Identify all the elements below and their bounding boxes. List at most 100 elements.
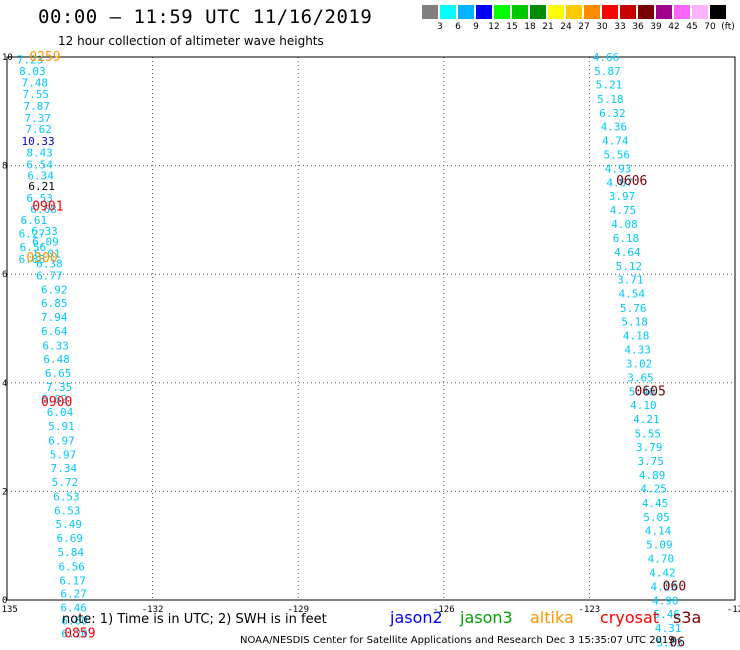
color-scale-label: 45 xyxy=(686,22,698,32)
wave-height-value: 6.04 xyxy=(47,406,74,419)
x-tick-label: -132 xyxy=(142,605,164,615)
wave-height-value: 3.02 xyxy=(626,357,653,370)
wave-height-value: 3.75 xyxy=(637,455,664,468)
wave-height-value: 6.01 xyxy=(34,248,61,261)
wave-height-value: 4.64 xyxy=(614,246,641,259)
wave-height-value: 7.55 xyxy=(23,88,50,101)
wave-height-value: 4.31 xyxy=(655,622,682,635)
color-swatch xyxy=(566,5,582,19)
wave-height-value: 5.91 xyxy=(48,420,75,433)
wave-height-value: 4.23 xyxy=(651,580,678,593)
wave-height-value: 5.72 xyxy=(52,476,79,489)
wave-height-value: 5.55 xyxy=(635,427,662,440)
wave-height-value: 5.21 xyxy=(596,79,623,92)
wave-height-value: 8.43 xyxy=(26,147,53,160)
wave-height-value: 6.48 xyxy=(43,353,70,366)
pass-time-label: 06 xyxy=(669,635,685,650)
color-swatch xyxy=(620,5,636,19)
wave-height-value: 5.56 xyxy=(603,149,630,162)
wave-height-value: 5.84 xyxy=(57,546,84,559)
wave-height-value: 5.09 xyxy=(646,539,673,552)
page-subtitle: 12 hour collection of altimeter wave hei… xyxy=(58,34,324,48)
wave-height-value: 6.56 xyxy=(58,560,84,573)
wave-height-value: 4.10 xyxy=(630,399,657,412)
wave-height-value: 6.27 xyxy=(19,227,46,240)
wave-height-value: 5.97 xyxy=(50,448,77,461)
wave-height-value: 6.97 xyxy=(48,434,75,447)
wave-height-value: 6.32 xyxy=(599,107,626,120)
color-scale-label: 6 xyxy=(455,22,461,32)
wave-height-value: 6.33 xyxy=(31,225,58,238)
wave-height-value: 7.94 xyxy=(41,311,68,324)
wave-height-value: 4.74 xyxy=(602,135,629,148)
y-tick-label: 8 xyxy=(2,162,7,172)
wave-height-value: 4.14 xyxy=(645,524,672,537)
pass-time-label: 0900 xyxy=(41,395,72,410)
pass-time-label: 060 xyxy=(663,579,686,594)
pass-time-label: 0259 xyxy=(29,50,60,65)
wave-height-value: 6.92 xyxy=(41,283,67,296)
y-tick-label: 0 xyxy=(2,596,7,606)
y-tick-label: 6 xyxy=(2,270,7,280)
wave-height-value: 6.18 xyxy=(613,232,640,245)
wave-height-value: 3.97 xyxy=(609,190,636,203)
y-tick-label: 2 xyxy=(2,487,7,497)
pass-time-label: 0859 xyxy=(64,627,95,642)
wave-height-value: 10.33 xyxy=(22,135,55,148)
color-scale-label: 21 xyxy=(542,22,554,32)
wave-height-value: 4.75 xyxy=(610,204,637,217)
wave-height-value: 5.12 xyxy=(616,260,643,273)
pass-time-label: 0606 xyxy=(616,174,647,189)
color-scale-label: 24 xyxy=(560,22,572,32)
color-swatch xyxy=(494,5,510,19)
wave-height-value: 5.46 xyxy=(629,385,656,398)
wave-height-value: 3.71 xyxy=(617,274,644,287)
color-swatch xyxy=(710,5,726,19)
color-swatch xyxy=(692,5,708,19)
color-swatch xyxy=(458,5,474,19)
color-scale-label: 70 xyxy=(704,22,716,32)
wave-height-value: 4.18 xyxy=(623,330,650,343)
color-scale-label: 3 xyxy=(437,22,443,32)
wave-height-value: 4.21 xyxy=(633,413,660,426)
wave-height-value: 6.53 xyxy=(54,504,81,517)
color-swatch xyxy=(422,5,438,19)
color-swatch xyxy=(656,5,672,19)
color-swatch xyxy=(548,5,564,19)
wave-height-value: 4.70 xyxy=(648,553,675,566)
wave-height-value: 7.62 xyxy=(25,123,51,136)
y-tick-label: 4 xyxy=(2,379,7,389)
wave-height-value: 7.35 xyxy=(46,381,73,394)
color-swatch xyxy=(674,5,690,19)
wave-height-value: 6.34 xyxy=(27,169,54,182)
color-scale-label: 27 xyxy=(578,22,590,32)
wave-height-value: 6.64 xyxy=(41,325,68,338)
wave-height-value: 4.36 xyxy=(601,121,628,134)
wave-height-value: 6.60 xyxy=(61,615,87,628)
wave-height-value: 6.88 xyxy=(19,253,46,266)
pass-time-label: 0605 xyxy=(635,384,666,399)
wave-height-value: 4.45 xyxy=(642,497,669,510)
color-swatch xyxy=(530,5,546,19)
pass-time-label: 0901 xyxy=(32,199,63,214)
x-tick-label: -123 xyxy=(579,605,601,615)
color-scale-label: 18 xyxy=(524,22,536,32)
wave-height-value: 6.68 xyxy=(30,203,56,216)
wave-height-value: 4.25 xyxy=(640,483,667,496)
x-tick-label: -135 xyxy=(0,605,18,615)
wave-height-value: 5.49 xyxy=(56,518,83,531)
wave-height-value: 7.37 xyxy=(24,112,51,125)
legend-jason2: jason2 xyxy=(390,608,443,627)
footer-note: note: 1) Time is in UTC; 2) SWH is in fe… xyxy=(62,612,327,627)
legend-cryosat: cryosat xyxy=(600,608,660,627)
wave-height-value: 5.87 xyxy=(594,65,621,78)
wave-height-value: 5.05 xyxy=(643,511,670,524)
wave-height-value: 6.53 xyxy=(26,192,53,205)
wave-height-value: 5.46 xyxy=(653,608,680,621)
wave-height-value: 6.27 xyxy=(60,587,87,600)
wave-height-value: 5.18 xyxy=(597,93,624,106)
wave-height-value: 6.21 xyxy=(28,180,55,193)
wave-height-value: 7.48 xyxy=(22,77,48,90)
legend-s3a: s3a xyxy=(673,608,702,627)
